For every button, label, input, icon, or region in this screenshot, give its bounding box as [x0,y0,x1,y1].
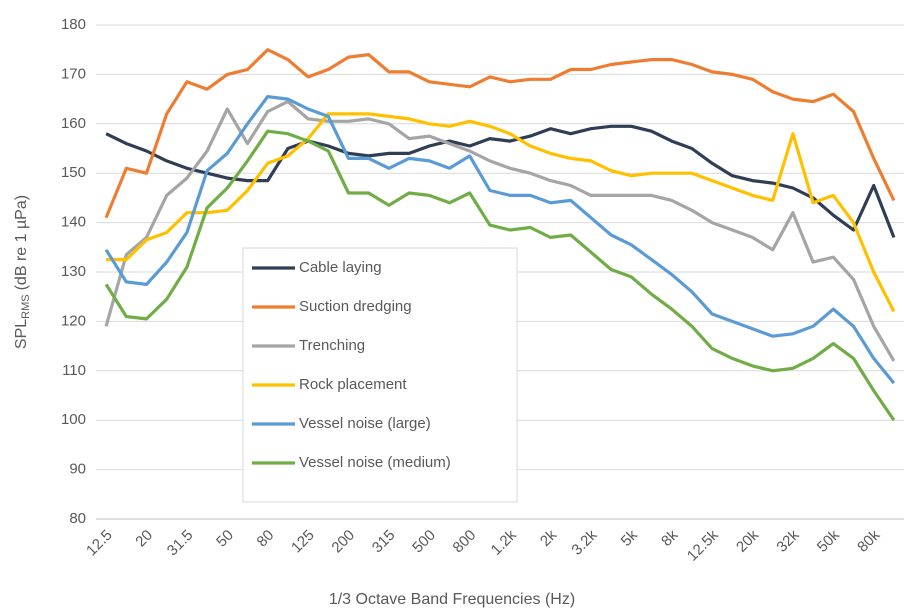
series-line [104,95,896,385]
y-tick-label: 120 [61,312,86,329]
legend-label: Vessel noise (large) [299,415,431,432]
y-tick-label: 90 [69,461,86,478]
y-tick-label: 130 [61,263,86,280]
series-line [104,129,896,422]
x-tick-label: 5k [618,526,642,550]
x-tick-label: 315 [369,527,399,557]
x-tick-label: 12.5k [684,526,722,564]
series-line [105,124,896,238]
x-tick-label: 50 [213,527,237,551]
x-axis-label: 1/3 Octave Band Frequencies (Hz) [329,591,575,608]
y-label-main: SPL [13,319,30,349]
x-tick-label: 32k [773,526,802,555]
y-tick-label: 80 [69,510,86,527]
x-tick-label: 50k [814,526,843,555]
series-line [104,100,896,362]
x-tick-label: 20 [132,527,156,551]
x-tick-label: 3.2k [568,526,600,558]
legend-label: Vessel noise (medium) [299,454,451,471]
y-label-rest: (dB re 1 µPa) [13,195,30,290]
legend-label: Trenching [299,337,365,354]
y-tick-label: 140 [61,214,86,231]
legend-label: Suction dredging [299,298,412,315]
series-line [104,48,896,219]
legend-label: Rock placement [299,376,407,393]
x-tick-label: 500 [409,527,439,557]
legend-box [242,247,518,503]
series-line [106,112,896,313]
y-axis-label: SPLRMS (dB re 1 µPa) [13,195,32,349]
x-tick-label: 200 [328,527,358,557]
x-tick-label: 12.5 [83,527,116,560]
x-tick-label: 125 [288,527,318,557]
y-tick-label: 180 [61,16,86,33]
x-tick-label: 1.2k [488,526,520,558]
x-tick-label: 8k [658,526,682,550]
x-tick-label: 800 [450,527,480,557]
y-tick-label: 150 [61,164,86,181]
y-tick-label: 100 [61,411,86,428]
y-tick-label: 110 [62,362,86,379]
x-tick-label: 80 [254,527,278,551]
x-tick-label: 31.5 [164,527,197,560]
legend-label: Cable laying [299,259,382,276]
y-label-sub: RMS [20,294,32,318]
y-tick-label: 170 [61,65,86,82]
x-tick-label: 20k [733,526,762,555]
x-tick-label: 2k [537,526,561,550]
x-tick-label: 80k [854,526,883,555]
y-tick-label: 160 [61,115,86,132]
